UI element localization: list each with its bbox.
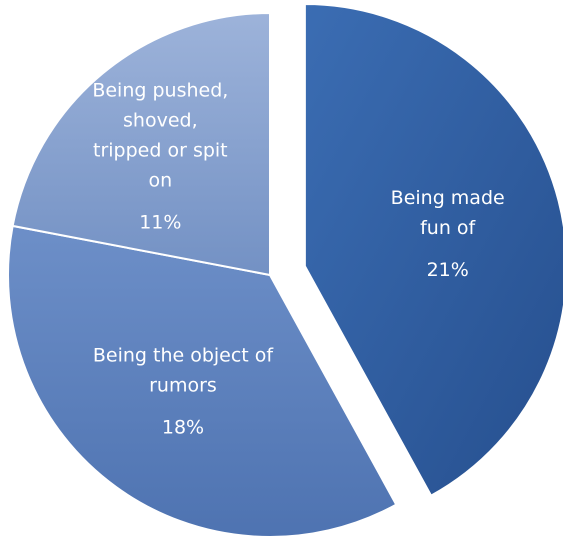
slice-value-label: 21% <box>427 259 469 281</box>
slice-value-label: 18% <box>162 416 204 438</box>
slice-category-label: Being made fun of <box>391 187 505 239</box>
pie-slice <box>11 11 271 277</box>
pie-slice <box>303 3 563 497</box>
slice-category-label: Being the object of rumors <box>93 344 275 396</box>
slice-category-label: Being pushed, shoved, tripped or spit on <box>92 80 228 192</box>
slice-value-label: 11% <box>139 212 181 234</box>
pie-slice <box>7 224 398 538</box>
